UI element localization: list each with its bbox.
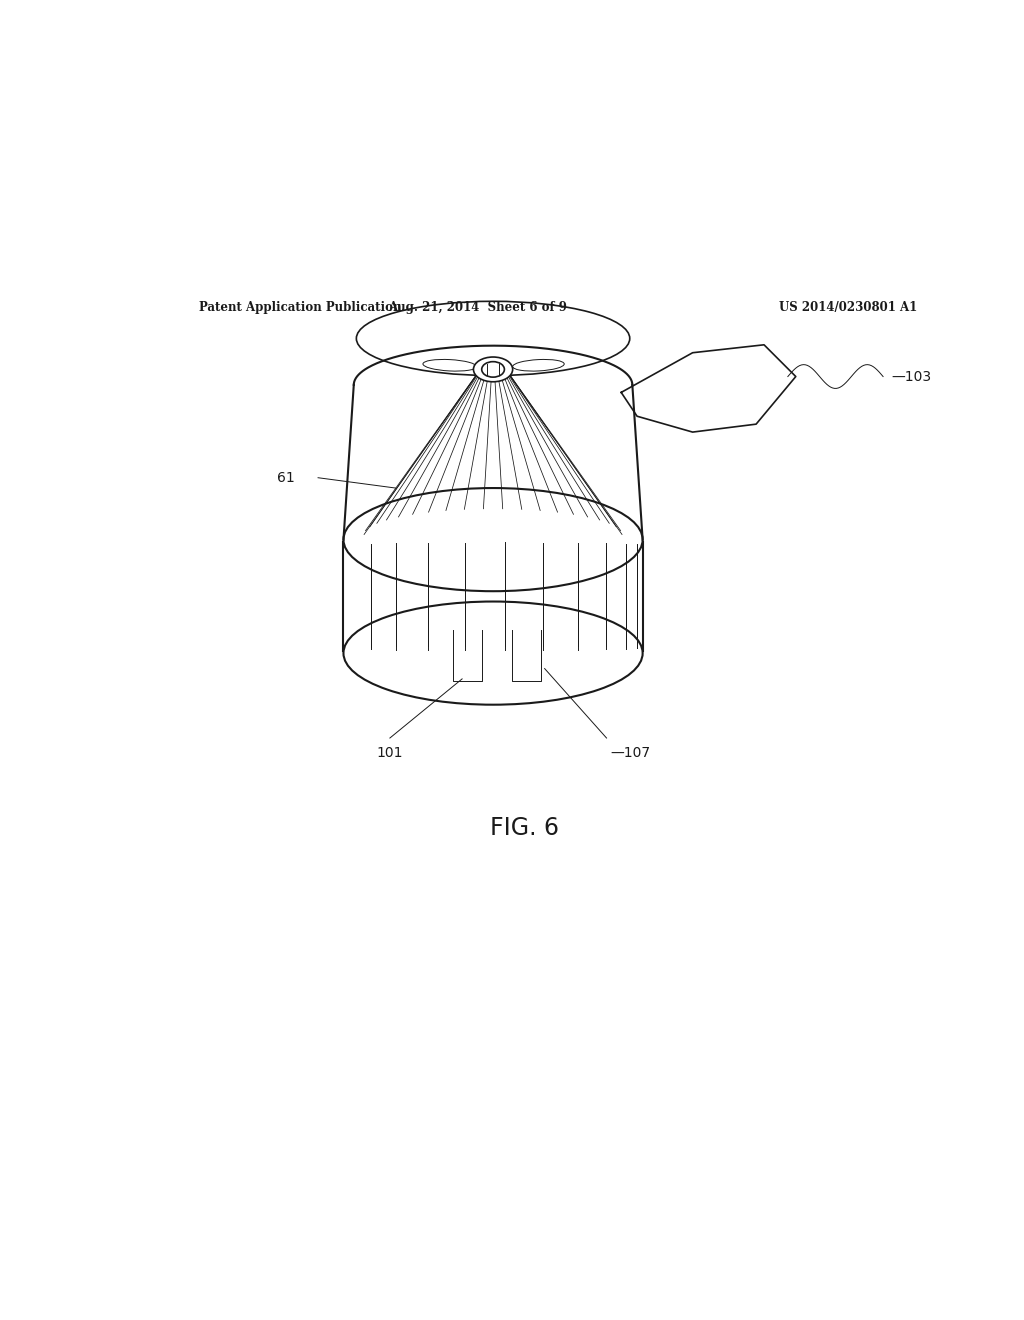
Text: —103: —103 (891, 370, 931, 384)
Ellipse shape (473, 356, 513, 381)
Ellipse shape (481, 362, 505, 378)
Text: Patent Application Publication: Patent Application Publication (200, 301, 402, 314)
Text: 61: 61 (276, 471, 294, 484)
Text: —107: —107 (610, 746, 650, 760)
Ellipse shape (513, 359, 564, 371)
Text: US 2014/0230801 A1: US 2014/0230801 A1 (778, 301, 918, 314)
Text: Aug. 21, 2014  Sheet 6 of 9: Aug. 21, 2014 Sheet 6 of 9 (388, 301, 566, 314)
Text: FIG. 6: FIG. 6 (490, 817, 559, 841)
Ellipse shape (423, 359, 476, 371)
Text: 101: 101 (377, 746, 403, 760)
